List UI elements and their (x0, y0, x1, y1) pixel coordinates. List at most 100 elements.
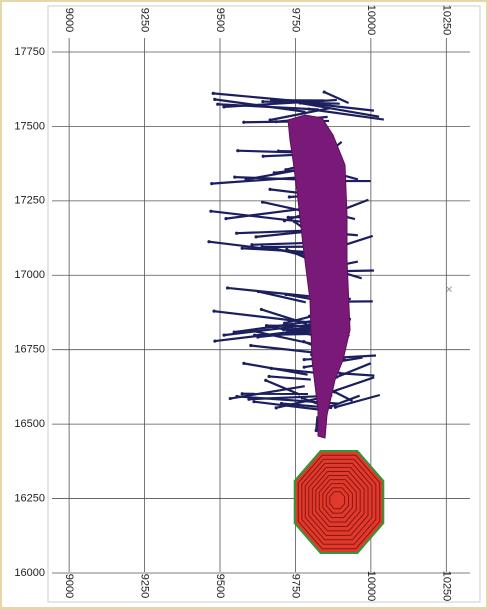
drill-collar (314, 428, 318, 433)
drill-hole (336, 362, 372, 379)
drill-hole (299, 101, 380, 118)
x-tick-label: 9750 (290, 574, 302, 598)
pit-bench (322, 483, 353, 519)
y-tick-label: 16250 (14, 492, 45, 504)
drill-hole (251, 241, 307, 246)
x-tick-label: 9500 (214, 8, 226, 32)
drill-collar (302, 365, 306, 369)
y-tick-label: 16500 (14, 418, 45, 430)
drill-collar (333, 405, 337, 409)
x-tick-label: 9000 (63, 8, 75, 32)
pit-outline (293, 450, 385, 554)
drill-collar (268, 187, 272, 191)
drill-hole (262, 100, 340, 105)
pit (293, 450, 385, 554)
drill-hole (258, 290, 307, 304)
pit-bench (308, 466, 369, 536)
drill-collar (274, 406, 278, 410)
drill-collar (302, 357, 306, 362)
drill-hole (213, 310, 330, 326)
drill-hole (217, 103, 319, 111)
drill-hole (309, 108, 384, 121)
pit-bench (325, 487, 349, 514)
drill-collar (264, 378, 268, 382)
drill-collar (261, 154, 265, 158)
pit-bench (301, 458, 377, 545)
drill-collar (240, 246, 244, 250)
drill-collar (210, 182, 214, 186)
drill-collar (287, 195, 291, 199)
marker: × (445, 281, 453, 296)
drill-collar (276, 149, 281, 153)
drill-hole (332, 376, 375, 393)
drill-collar (250, 243, 254, 247)
plot-border (47, 5, 481, 603)
drill-collar (305, 101, 309, 105)
y-tick-label: 17750 (14, 46, 45, 58)
drill-collar (216, 102, 220, 106)
tick-labels: 9000 9000 9250 9250 9500 9500 9750 9750 10000 100… (14, 5, 452, 602)
drill-collar (249, 343, 253, 348)
drill-collar (269, 366, 273, 370)
drill-hole (268, 375, 311, 381)
drill-collar (260, 200, 265, 204)
drill-collar (222, 105, 226, 109)
x-tick-label: 10250 (440, 5, 452, 36)
orebody (287, 114, 351, 439)
drill-collar (228, 396, 232, 401)
drill-collar (244, 177, 248, 182)
x-tick-label: 9250 (139, 574, 151, 598)
drill-hole (335, 393, 381, 409)
drill-hole (213, 92, 301, 103)
drill-collar (322, 90, 326, 94)
drill-collar (261, 99, 265, 104)
drill-collar (252, 400, 256, 404)
pit-bench (315, 475, 361, 527)
pit-bench (318, 479, 357, 523)
drill-collar (213, 97, 217, 101)
y-tick-label: 16750 (14, 344, 45, 356)
pit-bench (297, 454, 381, 550)
drill-collar (213, 339, 217, 343)
drill-collar (247, 397, 251, 401)
drill-hole (234, 320, 312, 334)
drill-collar (240, 392, 244, 396)
drill-hole (334, 391, 353, 403)
drill-collar (211, 91, 215, 95)
pit-bench (304, 462, 373, 541)
drill-hole (214, 327, 321, 343)
drill-hole (315, 416, 319, 431)
x-tick-label: 10250 (440, 571, 452, 602)
drill-collar (279, 401, 284, 406)
drill-hole (253, 400, 323, 412)
pit-bench (311, 471, 365, 532)
drill-collar (235, 231, 239, 235)
drill-collar (209, 209, 213, 213)
pit-bench (329, 491, 346, 510)
drill-collar (233, 175, 237, 179)
drill-collar (232, 330, 236, 334)
drill-collar (290, 330, 294, 334)
drill-collar (338, 371, 342, 375)
y-tick-label: 17500 (14, 120, 45, 132)
drill-collar (235, 394, 239, 399)
drill-collar (225, 286, 230, 290)
x-tick-label: 9500 (214, 574, 226, 598)
drill-collar (267, 374, 271, 379)
x-tick-label: 9750 (290, 8, 302, 32)
drill-collar (256, 335, 260, 339)
drill-collar (242, 361, 246, 365)
drill-collar (242, 120, 246, 124)
drill-hole (306, 102, 375, 112)
x-tick-label: 10000 (365, 5, 377, 36)
drill-hole (323, 91, 350, 105)
drill-collar (254, 235, 258, 239)
y-tick-label: 17250 (14, 195, 45, 207)
drill-collar (284, 168, 288, 172)
y-tick-label: 17000 (14, 269, 45, 281)
x-tick-label: 9250 (139, 8, 151, 32)
drill-hole (252, 329, 312, 345)
drill-collar (236, 149, 240, 153)
